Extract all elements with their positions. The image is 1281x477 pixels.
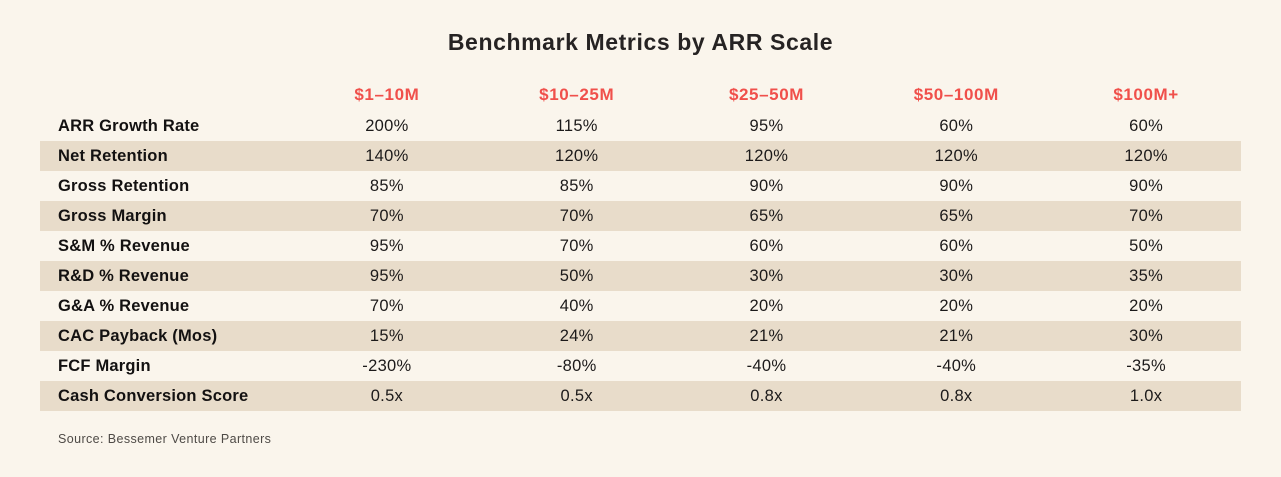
metric-value-cell: 30% bbox=[939, 266, 974, 285]
table-row: FCF Margin -230% -80% -40% -40% -35% bbox=[40, 351, 1241, 381]
metric-value-cell: 21% bbox=[939, 326, 974, 345]
column-header: $1–10M bbox=[354, 85, 420, 104]
metric-label: Cash Conversion Score bbox=[58, 386, 249, 405]
column-header: $50–100M bbox=[913, 85, 999, 104]
metric-value-cell: 85% bbox=[559, 176, 594, 195]
column-header: $25–50M bbox=[728, 85, 805, 104]
page-title: Benchmark Metrics by ARR Scale bbox=[447, 29, 834, 55]
metric-label: G&A % Revenue bbox=[58, 296, 190, 315]
metric-value-cell: 50% bbox=[559, 266, 594, 285]
metric-value-cell: 0.5x bbox=[370, 386, 404, 405]
metric-value-cell: 24% bbox=[559, 326, 594, 345]
metric-value-cell: 90% bbox=[939, 176, 974, 195]
metric-value-cell: 0.8x bbox=[750, 386, 783, 405]
metric-value-cell: 200% bbox=[365, 116, 409, 135]
metric-value-cell: 35% bbox=[1129, 266, 1164, 285]
metric-label: CAC Payback (Mos) bbox=[58, 326, 218, 345]
metric-value-cell: 65% bbox=[939, 206, 974, 225]
table-body: ARR Growth Rate 200% 115% 95% 60% 60% Net Rete… bbox=[40, 111, 1241, 411]
metric-value-cell: 70% bbox=[559, 236, 594, 255]
column-header: $100M+ bbox=[1113, 85, 1179, 104]
metric-value-cell: 120% bbox=[1124, 146, 1168, 165]
metric-value-cell: 120% bbox=[554, 146, 599, 165]
metric-value-cell: 15% bbox=[369, 326, 404, 345]
metric-value-cell: 20% bbox=[1129, 296, 1164, 315]
table-row: ARR Growth Rate 200% 115% 95% 60% 60% bbox=[40, 111, 1241, 141]
table-header-row: $1–10M $10–25M $25–50M $50–100M $100M+ bbox=[40, 79, 1241, 111]
metric-value-cell: -40% bbox=[936, 356, 977, 375]
table-row: Cash Conversion Score 0.5x 0.5x 0.8x 0.8x 1.0… bbox=[40, 381, 1241, 411]
metric-value-cell: 65% bbox=[749, 206, 784, 225]
metric-value-cell: -40% bbox=[746, 356, 787, 375]
metric-value-cell: 40% bbox=[559, 296, 594, 315]
metric-value-cell: 20% bbox=[939, 296, 974, 315]
column-header: $10–25M bbox=[539, 85, 615, 104]
metric-value-cell: 85% bbox=[369, 176, 404, 195]
metric-label: ARR Growth Rate bbox=[58, 116, 200, 135]
metric-label: Net Retention bbox=[58, 146, 168, 165]
table-row: R&D % Revenue 95% 50% 30% 30% 35% bbox=[40, 261, 1241, 291]
metric-value-cell: 60% bbox=[939, 116, 974, 135]
table-row: G&A % Revenue 70% 40% 20% 20% 20% bbox=[40, 291, 1241, 321]
metric-label: FCF Margin bbox=[58, 356, 151, 375]
metric-value-cell: -35% bbox=[1126, 356, 1166, 375]
metric-value-cell: 90% bbox=[1129, 176, 1164, 195]
metric-value-cell: 140% bbox=[365, 146, 409, 165]
metric-value-cell: 0.8x bbox=[940, 386, 973, 405]
metric-value-cell: 70% bbox=[369, 296, 404, 315]
metric-value-cell: 60% bbox=[1129, 116, 1164, 135]
metric-value-cell: 120% bbox=[744, 146, 789, 165]
metric-value-cell: 20% bbox=[749, 296, 784, 315]
metric-label: S&M % Revenue bbox=[58, 236, 190, 255]
table-row: Gross Margin 70% 70% 65% 65% 70% bbox=[40, 201, 1241, 231]
metric-value-cell: 70% bbox=[369, 206, 404, 225]
metric-value-cell: 30% bbox=[1129, 326, 1164, 345]
metric-value-cell: 95% bbox=[749, 116, 784, 135]
source-attribution: Source: Bessemer Venture Partners bbox=[58, 432, 272, 446]
metric-value-cell: 30% bbox=[749, 266, 784, 285]
metric-value-cell: 95% bbox=[369, 236, 404, 255]
table-row: CAC Payback (Mos) 15% 24% 21% 21% 30% bbox=[40, 321, 1241, 351]
metric-label: Gross Retention bbox=[58, 176, 190, 195]
metric-value-cell: 60% bbox=[749, 236, 784, 255]
metric-value-cell: 70% bbox=[1129, 206, 1164, 225]
metric-value-cell: 0.5x bbox=[560, 386, 593, 405]
benchmark-table: $1–10M $10–25M $25–50M $50–100M $100M+ ARR G… bbox=[40, 79, 1241, 411]
metric-value-cell: 90% bbox=[749, 176, 784, 195]
metric-value-cell: 95% bbox=[369, 266, 404, 285]
metric-label: Gross Margin bbox=[58, 206, 167, 225]
table-row: Gross Retention 85% 85% 90% 90% 90% bbox=[40, 171, 1241, 201]
metric-label: R&D % Revenue bbox=[58, 266, 189, 285]
metric-value-cell: 1.0x bbox=[1129, 386, 1163, 405]
table-row: S&M % Revenue 95% 70% 60% 60% 50% bbox=[40, 231, 1241, 261]
metric-value-cell: 120% bbox=[934, 146, 978, 165]
metric-value-cell: 21% bbox=[749, 326, 784, 345]
metric-value-cell: 115% bbox=[555, 116, 598, 135]
metric-value-cell: -230% bbox=[362, 356, 412, 375]
metric-value-cell: -80% bbox=[556, 356, 597, 375]
metric-value-cell: 60% bbox=[939, 236, 974, 255]
metric-value-cell: 70% bbox=[559, 206, 594, 225]
metric-value-cell: 50% bbox=[1129, 236, 1164, 255]
table-row: Net Retention 140% 120% 120% 120% 120% bbox=[40, 141, 1241, 171]
